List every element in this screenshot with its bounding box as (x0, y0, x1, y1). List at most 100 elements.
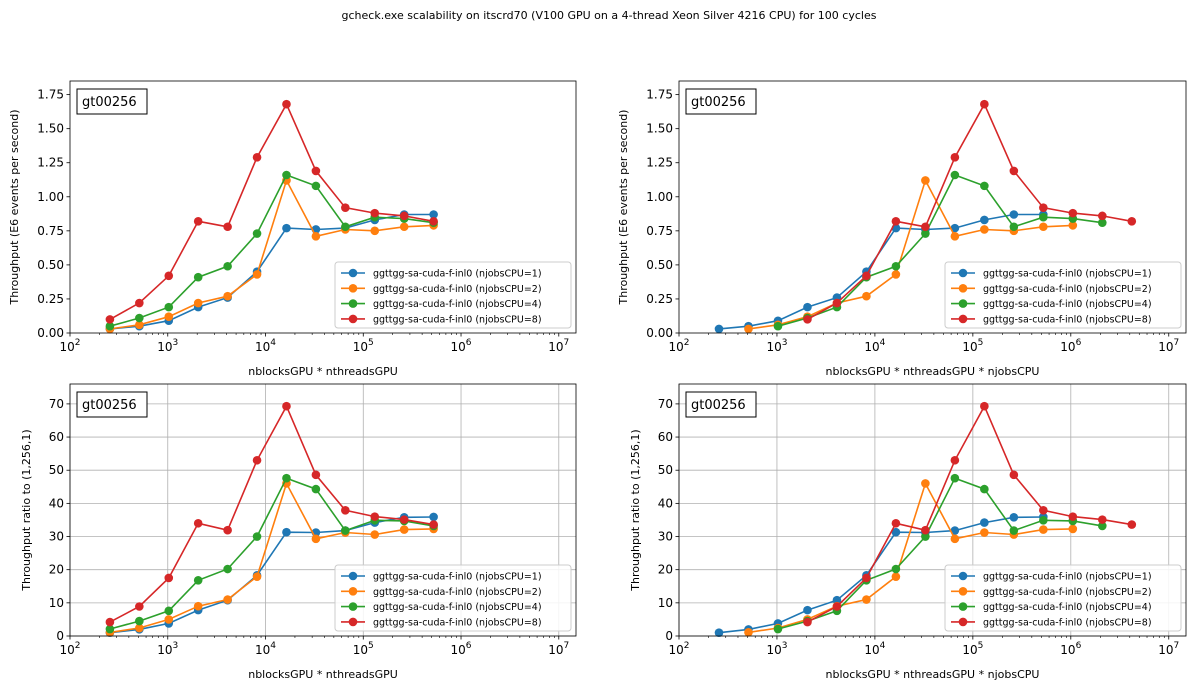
y-tick-label: 1.00 (37, 190, 64, 204)
x-axis-label: nblocksGPU * nthreadsGPU (248, 365, 398, 378)
data-point (370, 512, 380, 521)
data-point (1127, 217, 1137, 226)
data-point (370, 208, 380, 218)
annotation-text: gt00256 (82, 398, 137, 413)
data-point (1009, 470, 1019, 480)
x-tick-label: 104 (255, 641, 276, 657)
annotation-box (685, 88, 757, 115)
legend: ggttgg-sa-cuda-f-inl0 (njobsCPU=1) ggttgg… (944, 261, 1182, 329)
data-point (832, 595, 842, 605)
data-point (862, 271, 871, 281)
data-point (341, 526, 350, 535)
y-axis-label: Throughput ratio to (1,256,1) (629, 429, 642, 591)
data-point (950, 152, 960, 162)
plot-frame (678, 383, 1187, 637)
panel-annotation: gt00256 (685, 88, 757, 115)
data-point (135, 616, 144, 626)
series-line (718, 516, 1044, 634)
data-point (135, 313, 144, 323)
data-point (862, 573, 871, 583)
data-point (223, 222, 232, 232)
y-tick-label: 1.00 (646, 190, 673, 204)
data-point (803, 302, 812, 312)
data-point (714, 324, 724, 334)
x-tick-label: 106 (1060, 641, 1081, 657)
x-tick-label: 103 (157, 641, 178, 657)
data-point (891, 518, 901, 528)
data-point (891, 527, 901, 537)
series-njobsCPU-8 (803, 99, 1137, 324)
plot-frame (69, 80, 577, 334)
data-point (429, 520, 438, 529)
data-point (950, 455, 960, 465)
data-point (950, 170, 960, 180)
data-point (1039, 222, 1048, 232)
series-line (807, 404, 1132, 623)
data-point (1009, 526, 1019, 535)
series-line (109, 404, 434, 623)
data-point (803, 617, 812, 627)
data-point (135, 320, 144, 330)
y-tick-label: 0 (665, 629, 673, 643)
legend-swatch-marker (348, 299, 358, 308)
legend-label: ggttgg-sa-cuda-f-inl0 (njobsCPU=8) (983, 314, 1152, 325)
data-point (223, 564, 232, 574)
data-point (1039, 525, 1048, 534)
chart-panel-top-right: 102 103 104 105 106 107 0.00 0.25 0.50 0.75 1.00 1.… (617, 80, 1187, 378)
data-point (399, 211, 409, 221)
panel-annotation: gt00256 (76, 88, 148, 115)
x-tick-label: 102 (668, 641, 689, 657)
series-line (748, 481, 1073, 634)
y-tick-label: 70 (49, 397, 64, 411)
data-point (980, 99, 989, 109)
plot-frame (69, 383, 577, 637)
data-point (1039, 515, 1048, 525)
data-point (921, 229, 930, 238)
legend-swatch-marker (958, 617, 968, 627)
series-njobsCPU-8 (105, 401, 438, 627)
data-point (950, 473, 960, 483)
data-point (311, 470, 321, 480)
data-point (193, 298, 203, 308)
legend-label: ggttgg-sa-cuda-f-inl0 (njobsCPU=4) (373, 602, 542, 613)
data-point (223, 261, 232, 271)
y-tick-label: 20 (49, 563, 64, 577)
legend: ggttgg-sa-cuda-f-inl0 (njobsCPU=1) ggttgg… (944, 564, 1182, 632)
y-tick-label: 10 (49, 596, 64, 610)
data-point (282, 401, 291, 411)
data-point (921, 176, 930, 185)
data-point (891, 270, 901, 279)
x-tick-label: 104 (864, 641, 885, 657)
data-point (429, 210, 438, 219)
x-tick-label: 103 (157, 338, 178, 354)
data-point (714, 628, 724, 637)
y-tick-label: 1.50 (646, 122, 673, 136)
plot-frame (678, 80, 1187, 334)
legend-label: ggttgg-sa-cuda-f-inl0 (njobsCPU=1) (373, 269, 542, 280)
data-point (921, 222, 930, 232)
annotation-box (76, 88, 148, 115)
y-tick-label: 1.50 (37, 122, 64, 136)
data-point (832, 602, 842, 611)
data-point (105, 624, 115, 634)
y-tick-label: 60 (658, 430, 673, 444)
y-tick-label: 50 (658, 463, 673, 477)
x-tick-label: 104 (864, 338, 885, 354)
legend-swatch-marker (958, 314, 968, 324)
legend-label: ggttgg-sa-cuda-f-inl0 (njobsCPU=4) (373, 299, 542, 310)
legend-swatch-marker (348, 587, 358, 596)
data-point (891, 217, 901, 226)
data-point (341, 506, 350, 515)
data-point (980, 528, 989, 537)
data-point (1009, 166, 1019, 176)
data-point (980, 225, 989, 234)
data-point (105, 617, 115, 627)
legend-swatch-marker (958, 587, 968, 596)
x-tick-label: 104 (255, 338, 276, 354)
data-point (135, 602, 144, 611)
panel-annotation: gt00256 (76, 391, 148, 418)
series-line (109, 174, 434, 327)
data-point (1068, 221, 1078, 230)
data-point (1039, 506, 1048, 515)
y-axis-label: Throughput ratio to (1,256,1) (20, 429, 33, 591)
